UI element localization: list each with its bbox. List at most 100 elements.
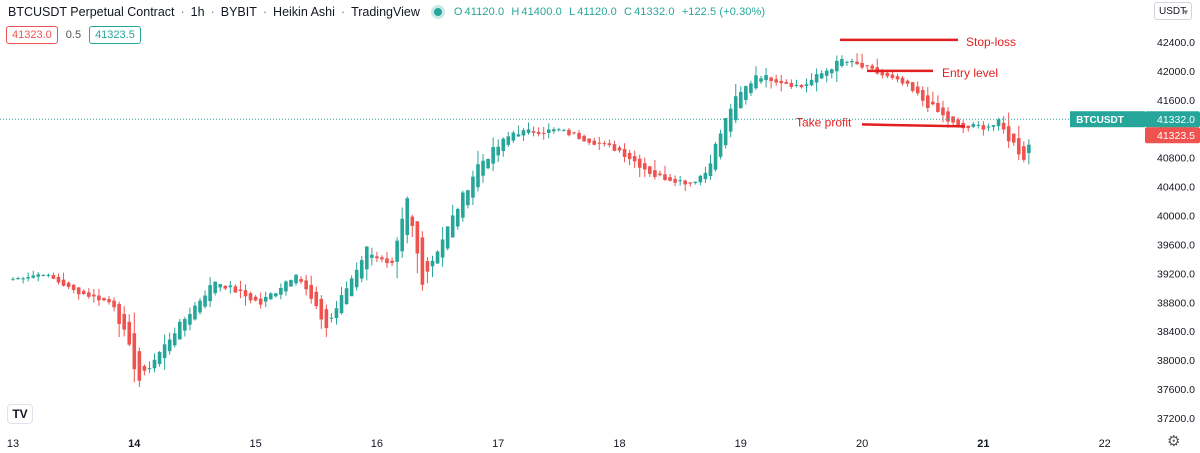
candle-down: [299, 279, 303, 282]
candle-down: [981, 125, 986, 130]
time-tick-label: 15: [249, 438, 261, 450]
candle-down: [617, 147, 622, 151]
candle-up: [370, 254, 374, 258]
candle-down: [390, 260, 394, 263]
candle-up: [703, 172, 708, 180]
candle-down: [946, 111, 950, 122]
close-value: 41332.0: [634, 6, 675, 18]
bid-price-tag: [1145, 127, 1200, 144]
candle-down: [688, 182, 693, 184]
candle-up: [400, 218, 404, 252]
entry-level-label: Entry level: [942, 66, 998, 80]
candle-up: [461, 192, 465, 218]
price-axis[interactable]: 42400.042000.041600.041200.040800.040400…: [1157, 37, 1195, 425]
candle-down: [87, 292, 91, 297]
last-price-value: 41332.0: [1157, 114, 1195, 126]
candle-up: [177, 321, 182, 340]
time-tick-label: 14: [128, 438, 141, 450]
candle-down: [956, 119, 960, 127]
candle-up: [26, 277, 30, 279]
bid-price-value: 41323.5: [1157, 130, 1195, 142]
candle-up: [996, 119, 1001, 127]
candle-down: [890, 74, 895, 78]
candle-up: [162, 344, 167, 359]
candle-up: [440, 239, 445, 258]
candle-up: [744, 86, 748, 101]
candle-up: [268, 293, 273, 300]
candle-up: [835, 60, 839, 72]
candle-up: [476, 164, 480, 188]
candle-up: [754, 75, 758, 89]
candle-down: [885, 72, 890, 77]
candle-down: [319, 298, 324, 320]
candle-up: [339, 295, 344, 314]
candle-down: [860, 62, 864, 68]
price-tick-label: 40000.0: [1157, 211, 1195, 223]
candle-up: [516, 134, 521, 137]
candle-down: [658, 173, 662, 176]
candle-up: [157, 352, 162, 365]
candle-up: [708, 163, 713, 177]
candle-down: [592, 140, 597, 145]
candle-down: [572, 132, 576, 134]
candle-up: [167, 339, 172, 352]
candle-down: [238, 289, 243, 291]
source-label: TradingView: [351, 5, 420, 19]
gear-icon[interactable]: ⚙: [1167, 433, 1181, 450]
candle-up: [349, 278, 354, 297]
candle-down: [309, 284, 313, 299]
last-price-symbol-tag: [1070, 111, 1145, 128]
last-price-symbol: BTCUSDT: [1076, 115, 1124, 126]
candle-up: [198, 300, 202, 313]
candle-up: [814, 74, 819, 83]
candle-down: [900, 77, 905, 84]
price-tick-label: 37200.0: [1157, 413, 1195, 425]
candle-down: [541, 132, 546, 134]
candle-up: [486, 158, 490, 169]
low-value: 41120.0: [577, 6, 617, 18]
candle-up: [405, 198, 410, 236]
candle-down: [597, 142, 602, 144]
candle-down: [61, 279, 66, 286]
candle-down: [789, 82, 794, 87]
take-profit-label: Take profit: [796, 115, 852, 129]
candle-up: [501, 138, 506, 151]
price-tick-label: 38800.0: [1157, 297, 1195, 309]
buy-button[interactable]: 41323.5: [89, 26, 141, 44]
candle-up: [491, 147, 495, 164]
candle-down: [385, 258, 389, 264]
candles-layer: [11, 53, 1031, 387]
currency-select[interactable]: USDT: [1154, 2, 1192, 21]
candle-up: [354, 269, 359, 288]
sell-button[interactable]: 41323.0: [6, 26, 58, 44]
live-status-dot: [433, 8, 442, 16]
candle-up: [31, 275, 36, 278]
time-tick-label: 16: [371, 438, 383, 450]
take-profit-line[interactable]: [861, 123, 966, 128]
price-tick-label: 42000.0: [1157, 66, 1195, 78]
candle-down: [253, 296, 258, 301]
candle-up: [511, 132, 516, 141]
candle-down: [375, 256, 379, 259]
candle-down: [137, 351, 142, 381]
candle-down: [1006, 126, 1011, 142]
candle-up: [971, 124, 976, 127]
lot-size[interactable]: 0.5: [65, 29, 82, 41]
candle-up: [445, 226, 450, 249]
tradingview-logo-icon[interactable]: TV: [7, 404, 33, 424]
interval-label[interactable]: 1h: [190, 5, 205, 19]
candle-down: [870, 65, 875, 69]
candle-down: [1001, 122, 1006, 130]
candle-up: [526, 129, 531, 133]
candle-up: [693, 181, 698, 184]
price-tick-label: 42400.0: [1157, 37, 1195, 49]
time-axis[interactable]: 13 14 15 16 17 18 19 20 21 22: [7, 438, 1111, 450]
candle-up: [824, 70, 829, 76]
candle-up: [193, 305, 197, 320]
symbol-title[interactable]: BTCUSDT Perpetual Contract: [8, 5, 175, 19]
candle-up: [829, 69, 834, 74]
high-value: 41400.0: [521, 6, 562, 18]
candle-down: [112, 300, 116, 308]
candle-up: [294, 274, 298, 284]
